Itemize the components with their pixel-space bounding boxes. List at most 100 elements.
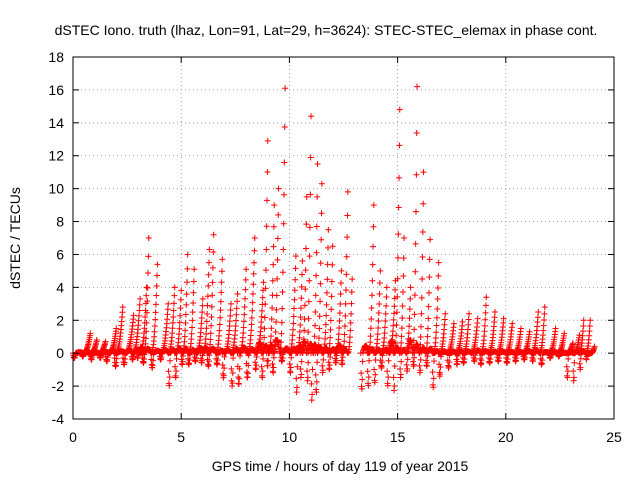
data-point bbox=[298, 358, 305, 365]
data-point bbox=[309, 366, 316, 373]
data-point bbox=[249, 299, 256, 306]
data-point bbox=[240, 329, 247, 336]
data-point bbox=[181, 333, 188, 340]
data-point bbox=[316, 325, 323, 332]
x-tick-label: 15 bbox=[390, 429, 406, 445]
data-point bbox=[233, 311, 240, 318]
data-point bbox=[280, 191, 287, 198]
data-point bbox=[226, 318, 233, 325]
data-point bbox=[425, 289, 432, 296]
data-point bbox=[143, 328, 150, 335]
data-point bbox=[244, 370, 251, 377]
data-point bbox=[260, 279, 267, 286]
data-point bbox=[424, 340, 431, 347]
data-point bbox=[339, 360, 346, 367]
data-point bbox=[281, 124, 288, 131]
y-tick-label: -2 bbox=[52, 378, 65, 394]
data-point bbox=[269, 304, 276, 311]
data-point bbox=[264, 137, 271, 144]
data-point bbox=[482, 316, 489, 323]
data-point bbox=[374, 336, 381, 343]
data-point bbox=[417, 334, 424, 341]
data-point bbox=[306, 277, 313, 284]
data-point bbox=[248, 314, 255, 321]
data-point bbox=[263, 223, 270, 230]
data-point bbox=[509, 320, 516, 327]
data-point bbox=[419, 254, 426, 261]
data-point bbox=[214, 357, 221, 364]
data-point bbox=[406, 323, 413, 330]
data-point bbox=[500, 315, 507, 322]
data-point bbox=[367, 325, 374, 332]
data-point bbox=[336, 325, 343, 332]
data-point bbox=[209, 292, 216, 299]
data-point bbox=[326, 362, 333, 369]
data-point bbox=[218, 279, 225, 286]
data-point bbox=[324, 276, 331, 283]
data-point bbox=[273, 306, 280, 313]
data-point bbox=[406, 315, 413, 322]
data-point bbox=[328, 293, 335, 300]
data-point bbox=[305, 359, 312, 366]
data-point bbox=[216, 327, 223, 334]
data-point bbox=[177, 305, 184, 312]
data-point bbox=[348, 289, 355, 296]
data-point bbox=[412, 268, 419, 275]
data-point bbox=[316, 313, 323, 320]
data-point bbox=[262, 285, 269, 292]
data-point bbox=[268, 325, 275, 332]
data-point bbox=[282, 85, 289, 92]
data-point bbox=[465, 321, 472, 328]
chart-title: dSTEC Iono. truth (lhaz, Lon=91, Lat=29,… bbox=[55, 22, 598, 38]
data-point bbox=[279, 305, 286, 312]
data-point bbox=[189, 317, 196, 324]
data-point bbox=[381, 330, 388, 337]
data-point bbox=[424, 359, 431, 366]
data-point bbox=[395, 204, 402, 211]
data-point bbox=[270, 223, 277, 230]
data-point bbox=[376, 300, 383, 307]
data-point bbox=[308, 397, 315, 404]
data-point bbox=[272, 328, 279, 335]
data-point bbox=[396, 142, 403, 149]
y-tick-label: 14 bbox=[48, 115, 64, 131]
data-point bbox=[437, 371, 444, 378]
data-point bbox=[248, 321, 255, 328]
data-point bbox=[209, 279, 216, 286]
data-point bbox=[261, 325, 268, 332]
data-point bbox=[395, 231, 402, 238]
data-point bbox=[441, 316, 448, 323]
data-point bbox=[297, 366, 304, 373]
data-point bbox=[391, 382, 398, 389]
data-point bbox=[179, 358, 186, 365]
data-point bbox=[268, 315, 275, 322]
data-point bbox=[298, 295, 305, 302]
data-point bbox=[427, 236, 434, 243]
data-point bbox=[587, 317, 594, 324]
data-point bbox=[253, 362, 260, 369]
data-point bbox=[208, 322, 215, 329]
data-point bbox=[539, 357, 546, 364]
data-point bbox=[141, 325, 148, 332]
data-point bbox=[417, 367, 424, 374]
data-point bbox=[564, 374, 571, 381]
data-point bbox=[182, 327, 189, 334]
data-point bbox=[369, 261, 376, 268]
data-point bbox=[228, 365, 235, 372]
data-point bbox=[166, 382, 173, 389]
data-point bbox=[293, 384, 300, 391]
data-point bbox=[312, 322, 319, 329]
data-point bbox=[392, 286, 399, 293]
data-point bbox=[302, 267, 309, 274]
data-point bbox=[327, 334, 334, 341]
data-point bbox=[145, 269, 152, 276]
data-point bbox=[337, 279, 344, 286]
data-point bbox=[227, 300, 234, 307]
data-point bbox=[308, 113, 315, 120]
data-point bbox=[234, 298, 241, 305]
data-point bbox=[398, 325, 405, 332]
data-point bbox=[466, 310, 473, 317]
data-point bbox=[279, 269, 286, 276]
data-point bbox=[318, 180, 325, 187]
data-point bbox=[203, 318, 210, 325]
